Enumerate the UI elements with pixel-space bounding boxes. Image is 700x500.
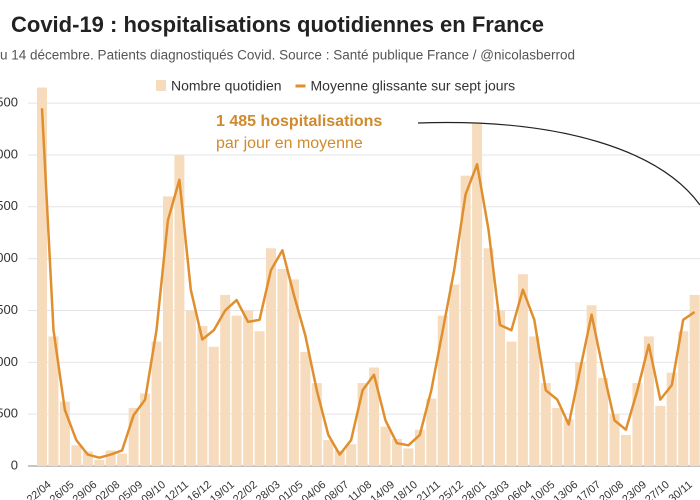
bar — [369, 367, 380, 466]
bar — [288, 279, 299, 466]
bar — [71, 445, 82, 466]
bar — [59, 401, 70, 466]
bar — [655, 405, 666, 466]
bar — [231, 315, 242, 466]
bar — [37, 87, 47, 466]
y-tick-label: 1 000 — [0, 354, 18, 369]
y-tick-label: 3 500 — [0, 95, 18, 110]
bar — [277, 269, 288, 466]
y-tick-label: 0 — [11, 457, 18, 472]
bar — [529, 336, 540, 466]
annotation-arrow — [417, 121, 700, 206]
bar — [414, 429, 425, 466]
bar — [391, 439, 402, 466]
bar — [311, 383, 322, 466]
bar — [117, 453, 128, 466]
bar — [323, 440, 334, 466]
y-tick-label: 3 000 — [0, 146, 18, 161]
bar — [575, 362, 586, 466]
bar — [472, 123, 483, 466]
y-tick-label: 500 — [0, 406, 18, 421]
bar — [586, 305, 597, 466]
bar — [643, 336, 654, 466]
bar — [197, 326, 208, 466]
bar — [346, 444, 357, 466]
y-tick-label: 2 500 — [0, 198, 18, 213]
bar — [563, 419, 574, 466]
legend-label: Nombre quotidien — [171, 78, 282, 94]
bar — [82, 451, 93, 466]
bar — [243, 310, 254, 466]
legend-swatch — [156, 80, 166, 91]
bar — [506, 341, 517, 466]
bar — [140, 393, 151, 466]
bar — [266, 248, 276, 466]
x-tick-label: 30/11 — [667, 479, 695, 500]
bar — [94, 459, 105, 466]
bar — [609, 414, 620, 466]
bar — [426, 398, 437, 466]
bar — [254, 331, 265, 466]
bar — [437, 315, 448, 466]
chart-subtitle: u 14 décembre. Patients diagnostiqués Co… — [0, 48, 575, 63]
annotation-text: par jour en moyenne — [216, 135, 363, 152]
y-tick-label: 2 000 — [0, 250, 18, 265]
bar — [334, 450, 345, 466]
chart-title: Covid-19 : hospitalisations quotidiennes… — [11, 12, 544, 37]
bar — [460, 175, 471, 466]
annotation-title: 1 485 hospitalisations — [216, 113, 382, 130]
bar — [666, 372, 677, 466]
bar — [162, 196, 173, 466]
bar — [300, 351, 311, 466]
legend: Nombre quotidien Moyenne glissante sur se… — [156, 78, 515, 94]
bar — [357, 383, 368, 466]
y-tick-label: 1 500 — [0, 302, 18, 317]
bar — [208, 346, 219, 466]
plot-area — [37, 87, 700, 466]
bar — [495, 310, 505, 466]
bar — [380, 426, 391, 466]
bar — [678, 331, 689, 466]
bar — [483, 248, 494, 466]
bar — [598, 377, 609, 466]
bar — [220, 294, 231, 466]
bar — [151, 341, 162, 466]
legend-label: Moyenne glissante sur sept jours — [311, 78, 516, 94]
bar — [620, 434, 631, 466]
bar — [128, 407, 139, 466]
bar — [689, 294, 700, 466]
bar — [517, 274, 528, 466]
bar — [632, 383, 643, 466]
bar — [174, 154, 185, 466]
bar — [185, 310, 196, 466]
line — [40, 108, 696, 459]
bar — [449, 284, 460, 466]
bar — [105, 450, 116, 466]
bar — [48, 336, 59, 466]
bar — [403, 448, 414, 466]
bar — [540, 383, 551, 466]
bar — [552, 407, 563, 466]
